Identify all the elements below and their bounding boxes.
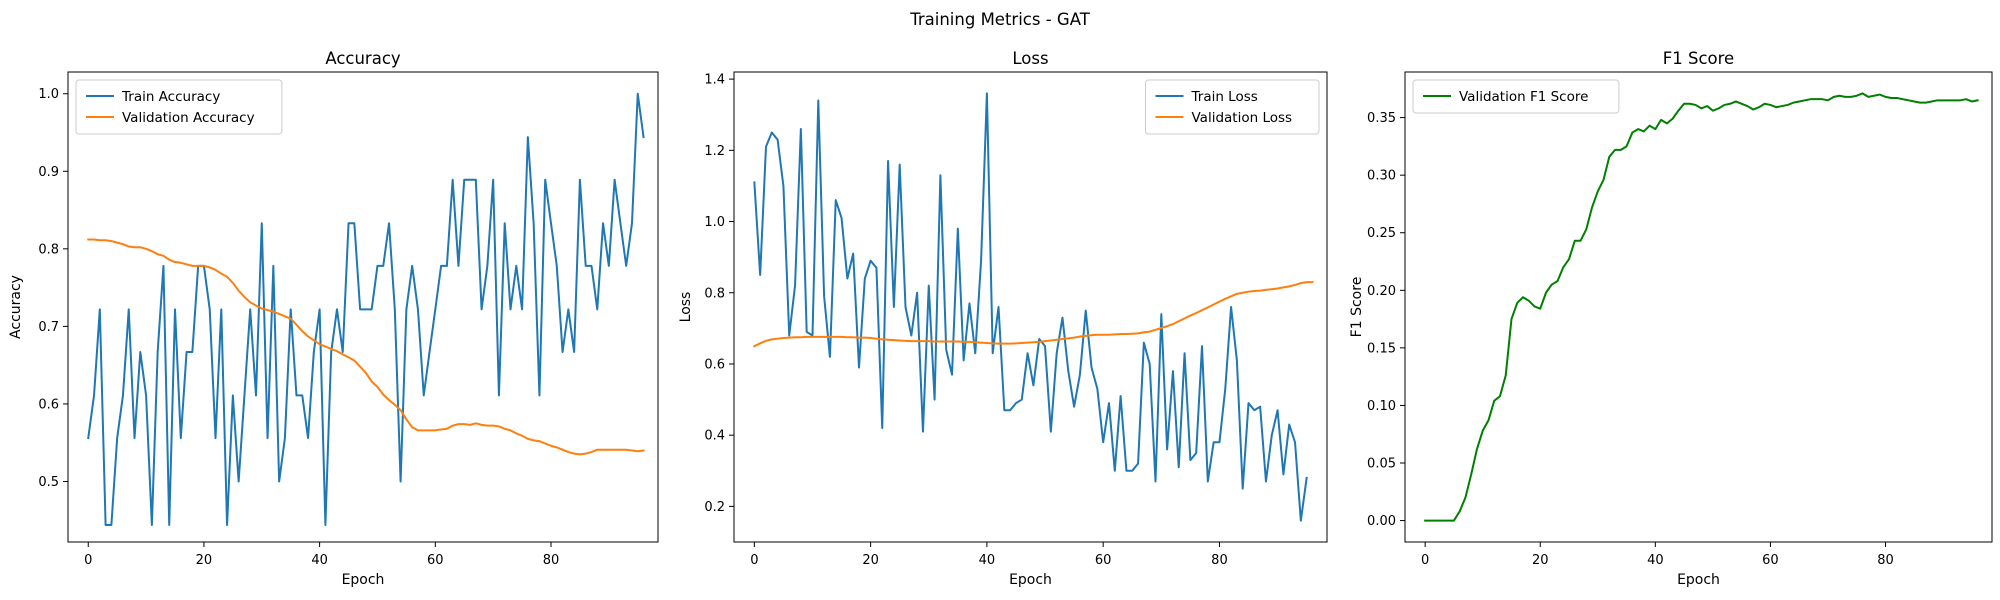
y-tick-label-2-0: 0.00: [1367, 514, 1396, 529]
legend-label-0-1: Validation Accuracy: [122, 110, 255, 126]
figure-suptitle: Training Metrics - GAT: [909, 10, 1090, 29]
x-tick-label-2-0: 0: [1421, 553, 1429, 568]
chart-panel-1: 0 20 40 60 80 0.2 0.4 0.6 0.8 1.0 1.2 1.4 Loss Epoch L…: [678, 49, 1328, 588]
charts-root: 0 20 40 60 80 0.5 0.6 0.7 0.8 0.9 1.0 Accuracy Epoch…: [8, 49, 1993, 588]
legend-box-2: [1412, 79, 1620, 114]
legend-label-1-1: Validation Loss: [1192, 110, 1293, 126]
x-axis-label-0: Epoch: [342, 572, 385, 588]
y-tick-label-2-7: 0.35: [1367, 111, 1396, 126]
subplot-title-1: Loss: [1012, 49, 1048, 68]
x-axis-label-1: Epoch: [1009, 572, 1052, 588]
y-tick-label-2-3: 0.15: [1367, 341, 1396, 356]
chart-panel-0: 0 20 40 60 80 0.5 0.6 0.7 0.8 0.9 1.0 Accuracy Epoch…: [8, 49, 659, 588]
y-axis-label-2: F1 Score: [1349, 277, 1365, 338]
x-tick-label-1-1: 20: [862, 553, 879, 568]
y-tick-label-2-6: 0.30: [1367, 169, 1396, 184]
legend-label-1-0: Train Loss: [1191, 89, 1258, 105]
y-axis-label-1: Loss: [678, 292, 694, 323]
y-tick-label-1-3: 0.8: [704, 286, 725, 301]
x-tick-label-0-1: 20: [196, 553, 213, 568]
series-line-0-0: [87, 92, 645, 526]
series-line-2-0: [1424, 92, 1979, 522]
y-tick-label-1-0: 0.2: [704, 500, 725, 515]
legend-0: Train Accuracy Validation Accuracy: [75, 79, 283, 135]
y-tick-label-1-2: 0.6: [704, 357, 725, 372]
y-tick-label-1-1: 0.4: [704, 429, 725, 444]
x-tick-label-0-2: 40: [311, 553, 328, 568]
legend-box-1: [1145, 79, 1320, 135]
y-tick-label-2-2: 0.10: [1367, 399, 1396, 414]
x-tick-label-2-3: 60: [1762, 553, 1779, 568]
axes-frame-2: [1404, 71, 1993, 543]
y-tick-label-0-1: 0.6: [38, 397, 59, 412]
y-tick-label-1-5: 1.2: [704, 144, 725, 159]
series-line-0-1: [87, 238, 645, 456]
x-tick-label-1-4: 80: [1211, 553, 1228, 568]
legend-1: Train Loss Validation Loss: [1145, 79, 1320, 135]
y-tick-label-0-0: 0.5: [38, 475, 59, 490]
x-tick-label-0-3: 60: [427, 553, 444, 568]
subplot-title-0: Accuracy: [325, 49, 401, 68]
y-tick-label-0-3: 0.8: [38, 242, 59, 257]
x-tick-label-2-1: 20: [1532, 553, 1549, 568]
y-tick-label-1-4: 1.0: [704, 215, 725, 230]
y-tick-label-2-5: 0.25: [1367, 226, 1396, 241]
legend-label-0-0: Train Accuracy: [121, 89, 220, 105]
y-tick-label-0-5: 1.0: [38, 87, 59, 102]
legend-box-0: [75, 79, 283, 135]
x-axis-label-2: Epoch: [1677, 572, 1720, 588]
chart-panel-2: 0 20 40 60 80 0.00 0.05 0.10 0.15 0.20 0.25 0.30 0.3…: [1349, 49, 1993, 588]
x-tick-label-0-0: 0: [84, 553, 92, 568]
legend-2: Validation F1 Score: [1412, 79, 1620, 114]
subplot-title-2: F1 Score: [1663, 49, 1734, 68]
axes-frame-1: [733, 71, 1328, 543]
x-tick-label-0-4: 80: [543, 553, 560, 568]
legend-label-2-0: Validation F1 Score: [1459, 89, 1588, 105]
y-tick-label-1-6: 1.4: [704, 73, 725, 88]
y-tick-label-2-1: 0.05: [1367, 457, 1396, 472]
y-tick-label-0-2: 0.7: [38, 320, 59, 335]
series-line-1-1: [753, 281, 1314, 348]
x-tick-label-1-2: 40: [979, 553, 996, 568]
axes-frame-0: [67, 71, 659, 543]
x-tick-label-1-0: 0: [750, 553, 758, 568]
y-tick-label-0-4: 0.9: [38, 165, 59, 180]
y-tick-label-2-4: 0.20: [1367, 284, 1396, 299]
x-tick-label-2-4: 80: [1877, 553, 1894, 568]
series-line-1-0: [753, 92, 1308, 522]
x-tick-label-1-3: 60: [1095, 553, 1112, 568]
x-tick-label-2-2: 40: [1647, 553, 1664, 568]
y-axis-label-0: Accuracy: [8, 275, 24, 339]
